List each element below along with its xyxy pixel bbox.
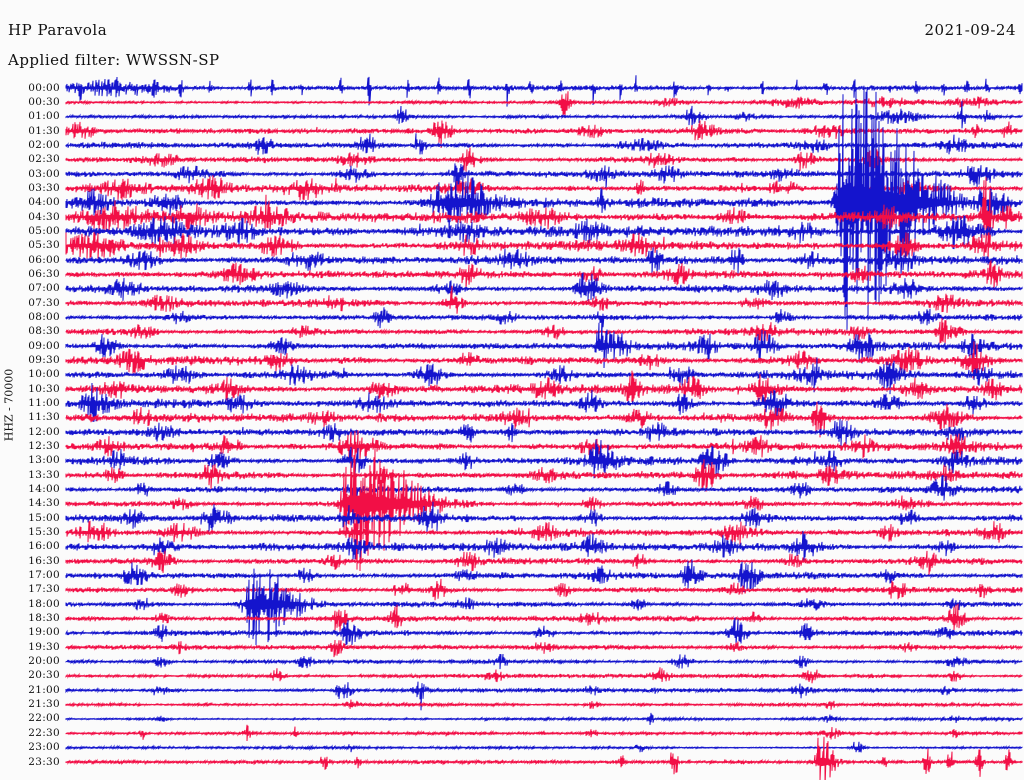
time-label: 20:00 bbox=[28, 655, 60, 668]
trace-row-1230 bbox=[65, 430, 1023, 461]
trace-row-0100 bbox=[65, 100, 1023, 129]
time-label: 10:30 bbox=[28, 382, 60, 395]
time-label: 01:00 bbox=[28, 110, 60, 123]
time-label: 17:00 bbox=[28, 569, 60, 582]
trace-row-1130 bbox=[65, 401, 1023, 438]
time-label: 22:30 bbox=[28, 726, 60, 739]
trace-row-0530 bbox=[65, 231, 1023, 261]
time-label: 16:30 bbox=[28, 554, 60, 567]
trace-row-0630 bbox=[65, 260, 1023, 291]
time-label: 19:30 bbox=[28, 640, 60, 653]
trace-row-0030 bbox=[65, 91, 1023, 118]
time-label: 12:30 bbox=[28, 440, 60, 452]
trace-row-1900 bbox=[65, 617, 1023, 646]
trace-row-1930 bbox=[65, 639, 1023, 658]
trace-row-2100 bbox=[65, 681, 1023, 711]
trace-row-2300 bbox=[65, 741, 1023, 753]
time-label: 11:00 bbox=[28, 396, 60, 409]
trace-row-1530 bbox=[65, 520, 1023, 547]
time-label: 02:30 bbox=[28, 153, 60, 166]
time-label: 15:00 bbox=[28, 511, 60, 524]
trace-row-0700 bbox=[65, 272, 1023, 301]
time-label: 23:30 bbox=[28, 755, 60, 768]
trace-row-0600 bbox=[65, 247, 1023, 276]
time-label: 00:00 bbox=[28, 81, 60, 94]
time-label: 22:00 bbox=[28, 712, 60, 725]
trace-row-0500 bbox=[65, 215, 1023, 250]
trace-row-1630 bbox=[65, 550, 1023, 577]
time-label: 15:30 bbox=[28, 526, 60, 539]
time-label: 18:00 bbox=[28, 597, 60, 610]
time-label: 10:00 bbox=[28, 368, 60, 381]
trace-row-2030 bbox=[65, 667, 1023, 684]
trace-row-1800 bbox=[65, 568, 1023, 646]
time-label: 04:30 bbox=[28, 210, 60, 223]
trace-row-0000 bbox=[65, 75, 1023, 107]
trace-row-0430 bbox=[65, 177, 1023, 266]
trace-row-0200 bbox=[65, 133, 1023, 155]
time-label: 19:00 bbox=[28, 626, 60, 639]
trace-row-2130 bbox=[65, 699, 1023, 710]
filter-label: Applied filter: WWSSN-SP bbox=[8, 51, 220, 69]
trace-row-0800 bbox=[65, 307, 1023, 331]
time-label: 20:30 bbox=[28, 669, 60, 682]
trace-row-1200 bbox=[65, 419, 1023, 447]
trace-row-1430 bbox=[65, 447, 1023, 572]
time-label: 09:00 bbox=[28, 339, 60, 352]
trace-row-1100 bbox=[65, 382, 1023, 422]
trace-row-2230 bbox=[65, 724, 1023, 742]
time-label: 11:30 bbox=[28, 411, 60, 424]
trace-row-0730 bbox=[65, 285, 1023, 314]
trace-row-1300 bbox=[65, 439, 1023, 479]
time-label: 07:30 bbox=[28, 296, 60, 309]
trace-row-1400 bbox=[65, 474, 1023, 504]
time-label: 12:00 bbox=[28, 425, 60, 438]
time-label: 14:00 bbox=[28, 483, 60, 496]
trace-row-0830 bbox=[65, 318, 1023, 347]
time-label: 03:00 bbox=[28, 167, 60, 180]
time-label: 08:30 bbox=[28, 325, 60, 338]
time-label: 13:00 bbox=[28, 454, 60, 467]
trace-row-0130 bbox=[65, 120, 1023, 148]
trace-row-1000 bbox=[65, 357, 1023, 395]
station-title: HP Paravola bbox=[8, 21, 108, 39]
time-label: 05:00 bbox=[28, 224, 60, 237]
time-label: 07:00 bbox=[28, 282, 60, 295]
time-label: 01:30 bbox=[28, 124, 60, 137]
time-label: 04:00 bbox=[28, 196, 60, 209]
time-label: 16:00 bbox=[28, 540, 60, 553]
trace-row-1600 bbox=[65, 530, 1023, 561]
time-label: 09:30 bbox=[28, 353, 60, 366]
trace-row-2000 bbox=[65, 653, 1023, 670]
time-label: 06:00 bbox=[28, 253, 60, 266]
time-label: 06:30 bbox=[28, 267, 60, 280]
trace-row-0930 bbox=[65, 341, 1023, 379]
time-label: 21:00 bbox=[28, 683, 60, 696]
time-label: 14:30 bbox=[28, 497, 60, 510]
trace-row-2330 bbox=[65, 736, 1023, 780]
trace-row-1030 bbox=[65, 370, 1023, 407]
trace-row-1700 bbox=[65, 559, 1023, 593]
time-label: 00:30 bbox=[28, 95, 60, 108]
time-label: 18:30 bbox=[28, 612, 60, 625]
time-label: 02:00 bbox=[28, 138, 60, 151]
time-label: 21:30 bbox=[28, 698, 60, 711]
time-label: 05:30 bbox=[28, 239, 60, 252]
trace-row-0400 bbox=[65, 87, 1023, 332]
time-label: 23:00 bbox=[28, 741, 60, 754]
time-label: 13:30 bbox=[28, 468, 60, 481]
trace-row-1500 bbox=[65, 501, 1023, 533]
record-date: 2021-09-24 bbox=[924, 21, 1016, 39]
trace-row-0230 bbox=[65, 147, 1023, 172]
time-label: 08:00 bbox=[28, 310, 60, 323]
time-label: 17:30 bbox=[28, 583, 60, 596]
trace-row-1830 bbox=[65, 603, 1023, 632]
time-label: 03:30 bbox=[28, 181, 60, 194]
trace-row-1730 bbox=[65, 578, 1023, 601]
trace-row-1330 bbox=[65, 459, 1023, 492]
trace-row-2200 bbox=[65, 712, 1023, 725]
trace-row-0900 bbox=[65, 316, 1023, 369]
